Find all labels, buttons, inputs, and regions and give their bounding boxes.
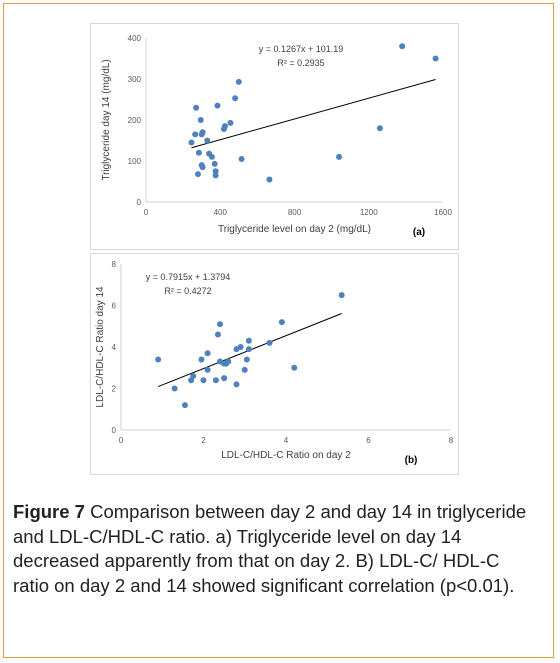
data-point <box>193 104 200 111</box>
data-point <box>197 117 204 123</box>
data-point <box>198 356 205 363</box>
data-point <box>233 381 240 388</box>
data-point <box>212 172 219 179</box>
y-tick-label: 8 <box>112 260 117 269</box>
data-point <box>338 292 345 299</box>
data-point <box>241 366 248 373</box>
data-point <box>217 321 223 328</box>
y-tick-label: 0 <box>137 198 142 207</box>
x-axis-title: LDL-C/HDL-C Ratio on day 2 <box>221 450 351 461</box>
data-point <box>243 356 250 363</box>
data-point <box>208 153 215 160</box>
data-point <box>192 131 199 138</box>
data-point <box>432 55 439 62</box>
data-point <box>204 350 211 357</box>
data-point <box>238 155 245 162</box>
data-point <box>195 149 202 156</box>
r-squared-label: R² = 0.2935 <box>277 58 324 68</box>
x-tick-label: 1200 <box>360 208 378 217</box>
data-point <box>291 364 298 371</box>
data-point <box>221 123 228 130</box>
data-point <box>212 168 219 175</box>
data-point <box>188 139 195 146</box>
y-tick-label: 6 <box>112 302 117 311</box>
data-point <box>237 344 244 350</box>
data-point <box>171 385 178 392</box>
data-point <box>266 339 273 346</box>
x-tick-label: 8 <box>449 436 454 445</box>
chart-panel-b: 0 2 4 6 8 0 2 4 6 8 LDL-C/HDL-C Ratio on day 2 LDL-… <box>90 253 459 475</box>
data-point <box>211 160 218 167</box>
caption-text: Comparison between day 2 and day 14 in t… <box>13 501 527 596</box>
data-point <box>221 375 228 382</box>
data-point <box>336 153 343 160</box>
data-point <box>232 95 239 102</box>
trendline <box>191 78 436 149</box>
x-tick-label: 6 <box>366 436 371 445</box>
data-point <box>214 102 221 109</box>
data-point <box>181 402 188 409</box>
y-tick-label: 300 <box>128 75 142 84</box>
data-point <box>245 337 252 344</box>
y-tick-label: 0 <box>112 426 117 435</box>
data-point <box>227 119 234 126</box>
y-tick-label: 200 <box>128 116 142 125</box>
data-point <box>190 373 197 380</box>
data-point <box>235 78 242 85</box>
data-point <box>278 319 285 326</box>
data-point <box>204 366 211 373</box>
x-tick-label: 400 <box>214 208 228 217</box>
data-point <box>155 356 162 363</box>
x-tick-label: 4 <box>284 436 289 445</box>
panel-label: (a) <box>413 227 425 238</box>
chart-panel-a: 0 100 200 300 400 0 400 800 1200 1600 Triglyceride… <box>90 23 459 250</box>
x-tick-label: 1600 <box>434 208 452 217</box>
trend-equation: y = 0.7915x + 1.3794 <box>146 272 231 282</box>
panel-label: (b) <box>405 455 418 466</box>
y-tick-label: 2 <box>112 385 117 394</box>
x-tick-label: 0 <box>144 208 149 217</box>
x-tick-label: 0 <box>119 436 124 445</box>
data-point <box>266 176 273 183</box>
trend-equation: y = 0.1267x + 101.19 <box>259 44 344 54</box>
y-tick-label: 4 <box>112 343 117 352</box>
data-point <box>245 346 252 353</box>
data-point <box>212 377 219 384</box>
data-point <box>200 377 207 384</box>
data-point <box>199 164 206 171</box>
caption-label: Figure 7 <box>13 501 85 522</box>
data-point <box>376 125 383 132</box>
r-squared-label: R² = 0.4272 <box>164 286 211 296</box>
data-point <box>204 137 211 144</box>
chart-b-svg: 0 2 4 6 8 0 2 4 6 8 LDL-C/HDL-C Ratio on day 2 LDL-… <box>95 260 454 466</box>
data-point <box>194 171 201 178</box>
y-tick-label: 400 <box>128 34 142 43</box>
data-point <box>199 129 206 136</box>
x-axis-title: Triglyceride level on day 2 (mg/dL) <box>218 224 371 235</box>
x-tick-label: 800 <box>288 208 302 217</box>
y-axis-title: LDL-C/HDL-C Ratio day 14 <box>95 286 106 408</box>
chart-a-svg: 0 100 200 300 400 0 400 800 1200 1600 Triglyceride… <box>101 34 452 238</box>
data-point <box>399 43 406 50</box>
y-tick-label: 100 <box>128 157 142 166</box>
data-point <box>225 358 232 365</box>
data-point <box>214 331 221 338</box>
y-axis-title: Triglyceride day 14 (mg/dL) <box>101 59 112 180</box>
x-tick-label: 2 <box>201 436 206 445</box>
figure-caption: Figure 7 Comparison between day 2 and da… <box>13 500 540 598</box>
